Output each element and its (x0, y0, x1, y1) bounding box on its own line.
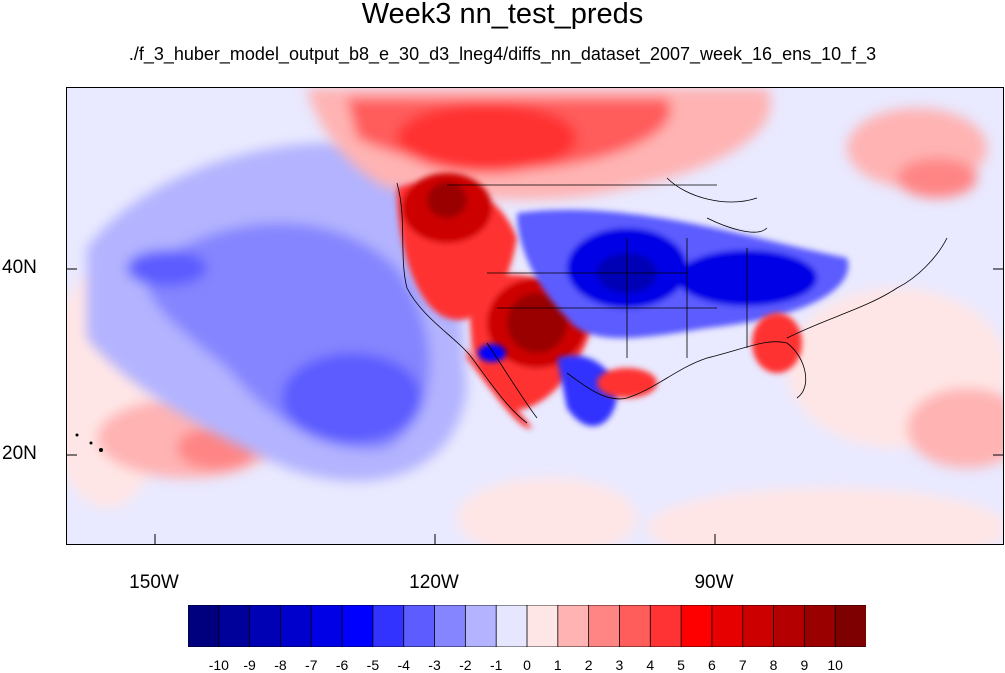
colorbar-label: 1 (553, 657, 562, 673)
colorbar-label: 0 (523, 657, 531, 673)
colorbar-swatch (680, 605, 713, 647)
colorbar-swatch (341, 605, 374, 647)
colorbar-label: -3 (428, 657, 441, 673)
colorbar-label: -1 (489, 657, 503, 673)
colorbar-label: 3 (615, 657, 624, 673)
colorbar-label: 6 (708, 657, 716, 673)
negative-anomaly-mexico (478, 344, 617, 427)
colorbar-swatch (649, 605, 682, 647)
colorbar-label: 5 (677, 657, 685, 673)
colorbar-swatch (526, 605, 559, 647)
colorbar-swatch (372, 605, 405, 647)
plot-subtitle: ./f_3_huber_model_output_b8_e_30_d3_lneg… (128, 44, 877, 64)
colorbar-label: 2 (584, 657, 593, 673)
colorbar-label: -6 (335, 657, 349, 673)
negative-anomaly-north-pacific (87, 142, 467, 482)
lat-tick-label: 40N (2, 257, 37, 278)
colorbar-swatch (742, 605, 775, 647)
colorbar-label: -2 (459, 657, 472, 673)
colorbar (188, 605, 866, 647)
colorbar-label: 9 (800, 657, 809, 673)
lon-tick-label: 90W (694, 572, 734, 593)
map-panel (66, 87, 1004, 545)
colorbar-swatch (218, 605, 251, 647)
colorbar-swatch (403, 605, 436, 647)
lat-tick-label: 20N (2, 443, 37, 464)
colorbar-label: -10 (208, 657, 229, 673)
colorbar-swatch (803, 605, 837, 647)
plot-title: Week3 nn_test_preds (361, 0, 644, 30)
colorbar-label: 10 (827, 657, 843, 673)
colorbar-label: 7 (738, 657, 747, 673)
colorbar-swatch (619, 605, 652, 647)
colorbar-swatch (557, 605, 590, 647)
colorbar-swatch (834, 605, 866, 647)
colorbar-swatch (188, 605, 220, 647)
positive-anomaly-canada (307, 88, 987, 200)
colorbar-swatch (249, 605, 282, 647)
colorbar-swatches (188, 605, 866, 647)
colorbar-swatch (773, 605, 806, 647)
colorbar-swatch (711, 605, 744, 647)
hawaii-islands (75, 433, 103, 452)
colorbar-swatch (588, 605, 621, 647)
colorbar-label: -9 (243, 657, 256, 673)
colorbar-label: -7 (305, 657, 318, 673)
colorbar-swatch (464, 605, 498, 647)
colorbar-swatch (280, 605, 313, 647)
colorbar-label: -5 (366, 657, 380, 673)
colorbar-swatch (495, 605, 528, 647)
lon-tick-label: 120W (409, 572, 459, 593)
colorbar-swatch (310, 605, 343, 647)
colorbar-swatch (434, 605, 467, 647)
colorbar-label: -4 (397, 657, 410, 673)
positive-anomaly-southeast (597, 313, 802, 398)
colorbar-label: 4 (646, 657, 655, 673)
anomaly-map (67, 88, 1003, 544)
colorbar-label: 8 (769, 657, 778, 673)
coastlines (396, 177, 948, 424)
lon-tick-label: 150W (129, 572, 179, 593)
colorbar-label: -8 (274, 657, 287, 673)
frame-ticks (67, 268, 1003, 544)
